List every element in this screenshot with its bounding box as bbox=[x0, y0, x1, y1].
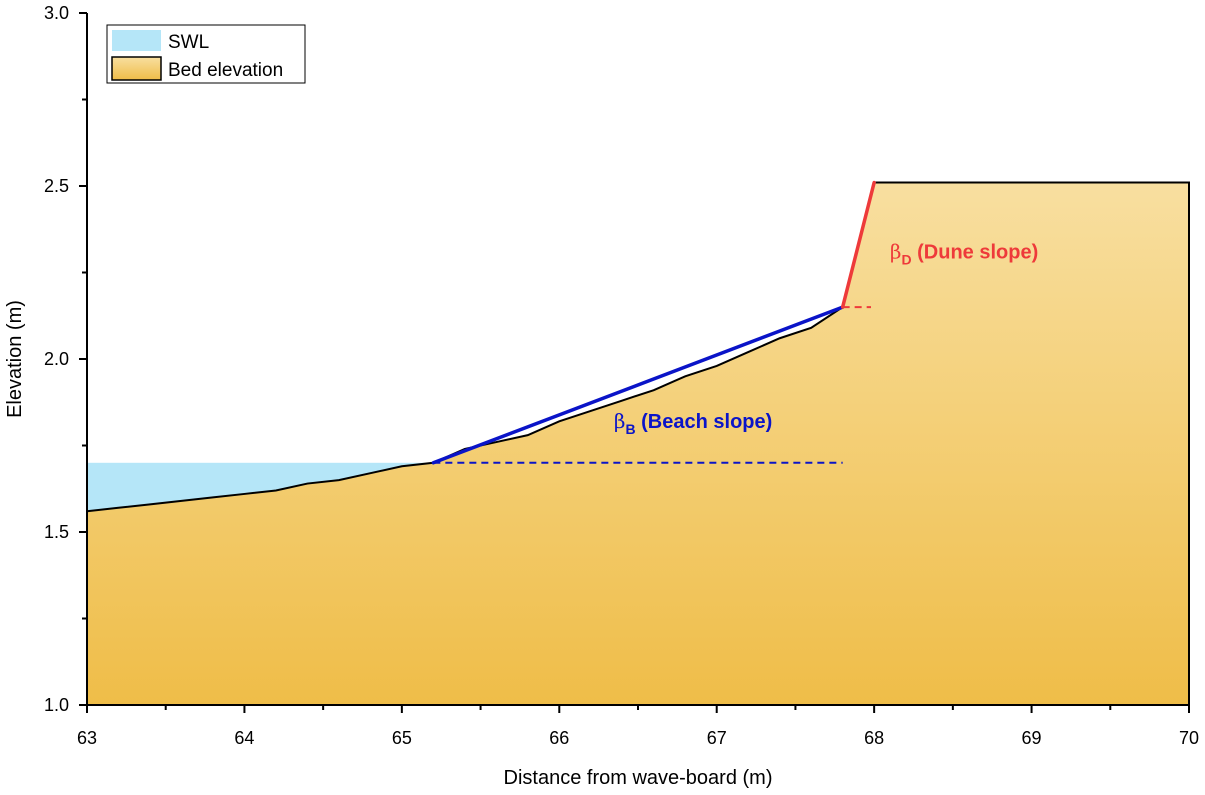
legend: SWL Bed elevation bbox=[106, 24, 306, 84]
y-tick-label: 1.0 bbox=[44, 695, 69, 715]
beach-slope-subscript: B bbox=[625, 421, 635, 437]
x-tick-label: 69 bbox=[1022, 728, 1042, 748]
legend-label-swl: SWL bbox=[168, 32, 209, 53]
y-tick-label: 3.0 bbox=[44, 3, 69, 23]
x-tick-label: 66 bbox=[549, 728, 569, 748]
y-tick-label: 2.0 bbox=[44, 349, 69, 369]
x-tick-label: 63 bbox=[77, 728, 97, 748]
x-tick-label: 65 bbox=[392, 728, 412, 748]
dune-slope-subscript: D bbox=[901, 252, 911, 268]
beach-slope-label: βB (Beach slope) bbox=[614, 409, 772, 437]
legend-label-bed-elevation: Bed elevation bbox=[168, 60, 283, 81]
y-axis-title: Elevation (m) bbox=[4, 300, 26, 418]
x-axis-title: Distance from wave-board (m) bbox=[504, 767, 773, 789]
x-tick-label: 64 bbox=[234, 728, 254, 748]
beach-slope-text: (Beach slope) bbox=[641, 411, 772, 433]
x-tick-label: 70 bbox=[1179, 728, 1199, 748]
beach-slope-symbol: β bbox=[614, 409, 626, 433]
dune-slope-symbol: β bbox=[890, 240, 902, 264]
x-tick-label: 67 bbox=[707, 728, 727, 748]
dune-slope-label: βD (Dune slope) bbox=[890, 240, 1038, 268]
y-tick-label: 1.5 bbox=[44, 522, 69, 542]
y-tick-label: 2.5 bbox=[44, 176, 69, 196]
bed-elevation-line bbox=[86, 181, 1190, 705]
dune-slope-text: (Dune slope) bbox=[917, 242, 1038, 264]
legend-swatch-bed-elevation bbox=[111, 56, 162, 81]
beach-slope-line bbox=[431, 305, 845, 465]
bed-elevation-area bbox=[87, 182, 1189, 706]
dune-slope-line bbox=[840, 180, 876, 309]
legend-swatch-swl bbox=[112, 30, 161, 51]
x-tick-label: 68 bbox=[864, 728, 884, 748]
